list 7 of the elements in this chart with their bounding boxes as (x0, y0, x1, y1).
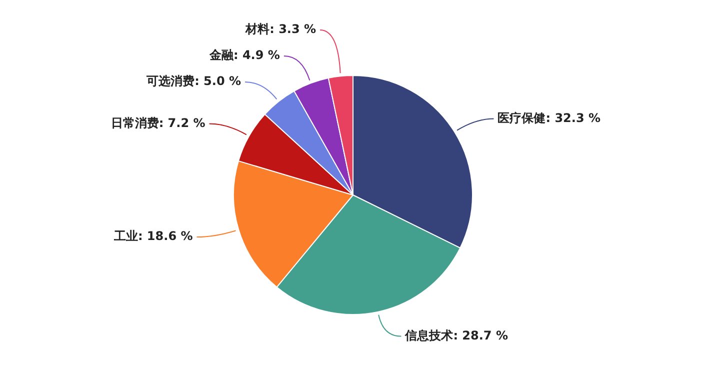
slice-label: 医疗保健: 32.3 % (498, 110, 601, 125)
slice-label: 材料: 3.3 % (244, 22, 316, 36)
slice-label: 信息技术: 28.7 % (404, 328, 508, 342)
slice-label: 金融: 4.9 % (208, 48, 280, 62)
slice-label: 可选消费: 5.0 % (146, 74, 242, 88)
slice-label: 工业: 18.6 % (112, 229, 193, 244)
slice-label: 日常消费: 7.2 % (110, 116, 206, 130)
